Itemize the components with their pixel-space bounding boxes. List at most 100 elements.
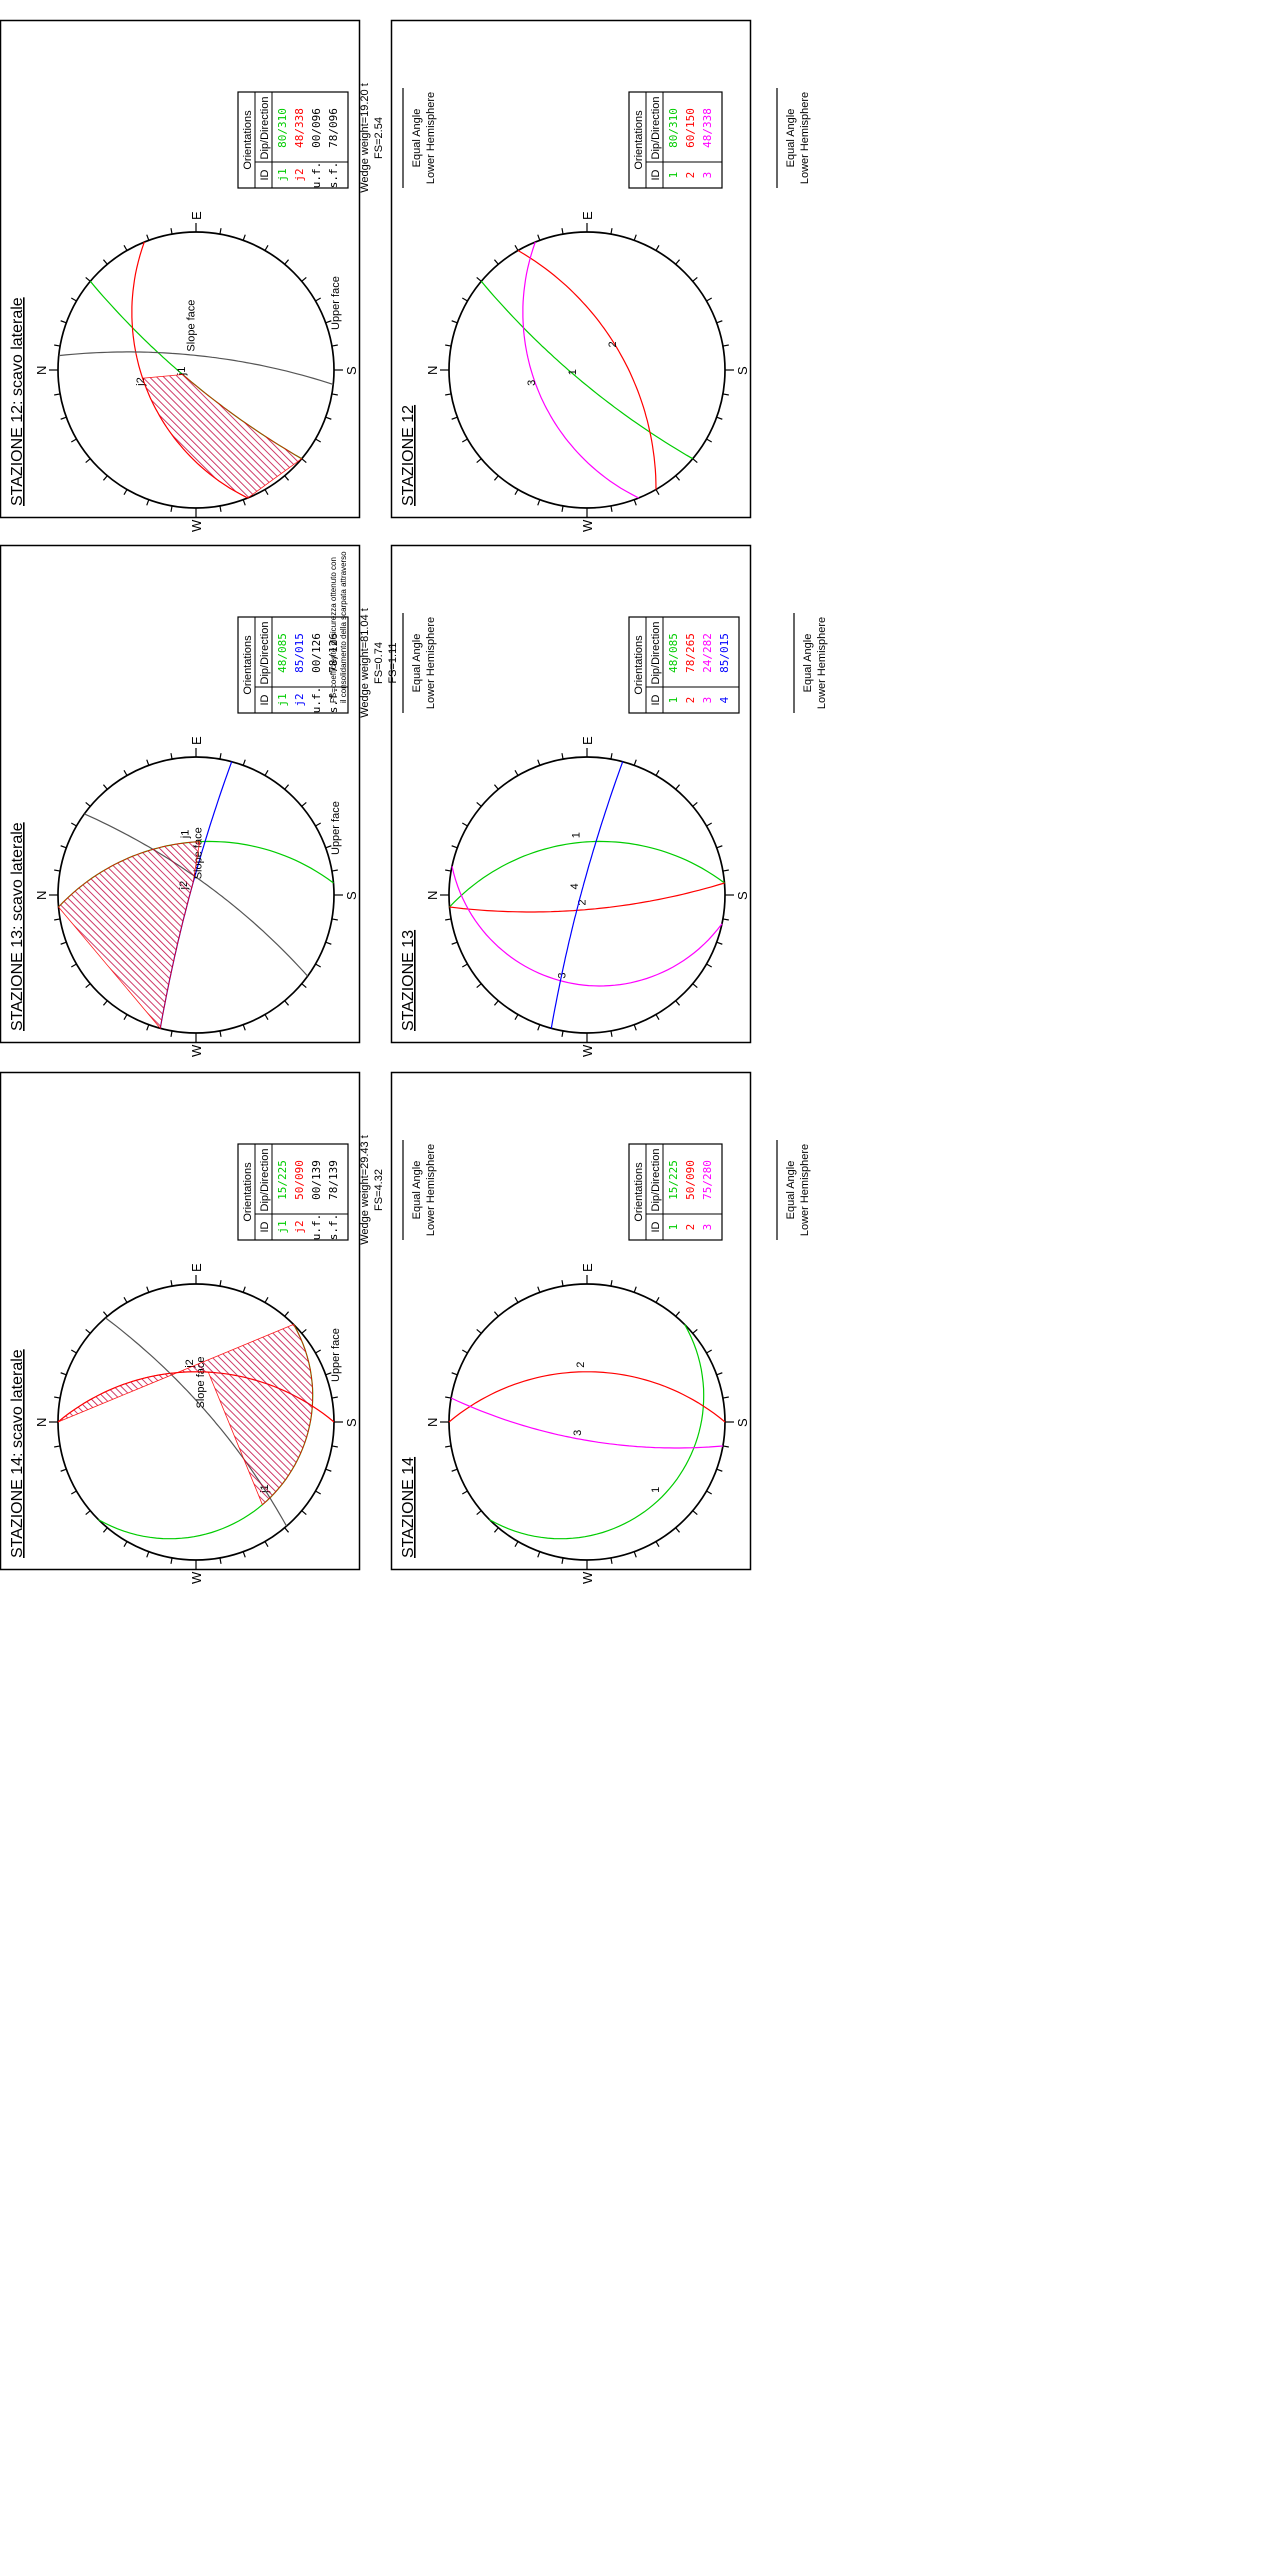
dir-label-s: S [344, 366, 359, 375]
table-row-id: s.f. [327, 687, 340, 714]
joint-great-circle [517, 249, 657, 490]
dir-label-n: N [34, 366, 49, 375]
net-tick [264, 489, 269, 496]
panel-border [390, 544, 752, 1044]
net-tick [722, 1445, 729, 1448]
net-tick [301, 801, 307, 807]
net-tick [655, 1296, 660, 1303]
net-tick [170, 1280, 173, 1287]
net-tick [537, 1286, 541, 1293]
net-tick [716, 1468, 723, 1472]
net-tick [146, 499, 150, 506]
net-tick [445, 344, 452, 347]
net-tick [70, 438, 77, 443]
net-tick [102, 784, 108, 790]
projection-line1: Equal Angle [411, 634, 423, 693]
table-row-dip: 78/126 [327, 633, 340, 673]
dir-label-w: W [189, 1044, 204, 1057]
net-tick [675, 1311, 681, 1317]
net-tick [610, 505, 613, 512]
table-header-id: ID [650, 1221, 662, 1232]
net-tick [514, 244, 519, 251]
net-tick [123, 489, 128, 496]
net-tick [675, 784, 681, 790]
wedge-stat: Wedge weight=81.04 t [359, 608, 371, 718]
net-tick [493, 259, 499, 265]
dir-label-w: W [580, 519, 595, 532]
projection-line1: Equal Angle [802, 634, 814, 693]
table-frame [628, 91, 723, 189]
table-row-id: 1 [667, 172, 680, 179]
table-header-dip: Dip/Direction [259, 622, 271, 685]
net-tick [170, 1557, 173, 1564]
net-tick [716, 320, 723, 324]
dir-label-s: S [344, 891, 359, 900]
dir-label-w: W [580, 1571, 595, 1584]
net-tick [242, 499, 246, 506]
net-tick [706, 822, 713, 827]
orientation-table: Orientations ID Dip/Direction j1 48/085 j2 85/… [237, 616, 349, 714]
net-tick [692, 1328, 698, 1334]
net-tick [561, 1030, 564, 1037]
plane-label: j1 [176, 367, 188, 377]
net-tick [60, 1468, 67, 1472]
dir-label-s: S [735, 891, 750, 900]
panel-title: STAZIONE 14 [400, 1457, 417, 1558]
panel-border [0, 19, 361, 519]
net-tick [655, 1014, 660, 1021]
net-tick [561, 753, 564, 760]
table-row-id: 2 [684, 697, 697, 704]
plane-label: 1 [567, 369, 579, 375]
net-tick [146, 1286, 150, 1293]
net-tick [706, 963, 713, 968]
table-row-id: j2 [293, 693, 306, 706]
net-tick [537, 1024, 541, 1031]
net-tick [170, 753, 173, 760]
dir-label-w: W [189, 1571, 204, 1584]
orientation-table: Orientations ID Dip/Direction 1 48/085 2 78/26… [628, 616, 740, 714]
net-tick [716, 1372, 723, 1376]
table-row-dip: 78/139 [327, 1160, 340, 1200]
orientation-table: Orientations ID Dip/Direction j1 15/225 j2 50/… [237, 1143, 349, 1241]
net-tick [70, 963, 77, 968]
net-tick [514, 489, 519, 496]
joint-great-circle [448, 1371, 726, 1423]
net-tick [284, 1311, 290, 1317]
upper-face-label: Upper face [330, 1328, 342, 1382]
net-tick [85, 983, 91, 989]
net-tick [315, 1490, 322, 1495]
dir-label-w: W [189, 519, 204, 532]
net-tick [301, 1510, 307, 1516]
net-circle [448, 756, 726, 1034]
net-tick [219, 1280, 222, 1287]
plane-label: 4 [569, 883, 581, 889]
net-tick [219, 505, 222, 512]
dir-label-e: E [580, 1263, 595, 1272]
projection-line1: Equal Angle [411, 109, 423, 168]
table-row-dip: 85/015 [293, 633, 306, 673]
projection-line2: Lower Hemisphere [425, 1144, 437, 1236]
joint-great-circle [451, 866, 723, 987]
plane-label: Slope face [186, 300, 198, 352]
net-tick [722, 344, 729, 347]
dir-label-s: S [735, 366, 750, 375]
net-tick [610, 228, 613, 235]
net-tick [722, 918, 729, 921]
dir-label-n: N [34, 891, 49, 900]
net-tick [675, 259, 681, 265]
dir-label-s: S [735, 1418, 750, 1427]
table-row-id: u.f. [310, 687, 323, 714]
net-tick [54, 393, 61, 396]
net-tick [331, 393, 338, 396]
joint-great-circle [489, 1324, 705, 1540]
net-tick [561, 505, 564, 512]
table-row-dip: 80/310 [667, 108, 680, 148]
table-row-id: j1 [276, 1220, 289, 1233]
table-frame [628, 1143, 723, 1241]
table-row-dip: 75/280 [701, 1160, 714, 1200]
net-tick [123, 244, 128, 251]
panel-title: STAZIONE 13 [400, 930, 417, 1031]
net-tick [633, 234, 637, 241]
joint-great-circle [550, 761, 624, 1029]
table-row-id: j2 [293, 1220, 306, 1233]
